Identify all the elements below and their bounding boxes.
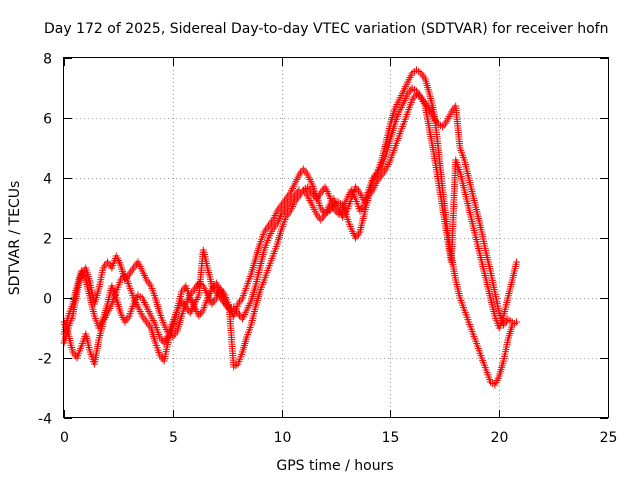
y-tick-label: -4 [38, 412, 52, 428]
axis-ticks [64, 58, 609, 419]
chart-title: Day 172 of 2025, Sidereal Day-to-day VTE… [44, 21, 608, 37]
x-tick-label: 15 [382, 430, 400, 446]
y-tick-label: 4 [43, 172, 52, 188]
y-tick-label: 8 [43, 52, 52, 68]
data-point [513, 258, 521, 266]
plot-frame [63, 57, 609, 418]
y-tick-label: 2 [43, 232, 52, 248]
y-tick-label: -2 [38, 352, 52, 368]
x-tick-label: 0 [60, 430, 69, 446]
data-point [513, 318, 521, 326]
y-tick-label: 6 [43, 112, 52, 128]
x-tick-label: 5 [169, 430, 178, 446]
y-tick-labels: -4 -2 0 2 4 6 8 [38, 52, 52, 428]
x-axis-label: GPS time / hours [276, 458, 393, 474]
x-tick-labels: 0 5 10 15 20 25 [60, 430, 617, 446]
y-axis-label: SDTVAR / TECUs [7, 181, 23, 296]
x-tick-label: 10 [274, 430, 292, 446]
x-tick-label: 25 [600, 430, 618, 446]
y-tick-label: 0 [43, 292, 52, 308]
data-points [60, 66, 521, 389]
x-tick-label: 20 [491, 430, 509, 446]
